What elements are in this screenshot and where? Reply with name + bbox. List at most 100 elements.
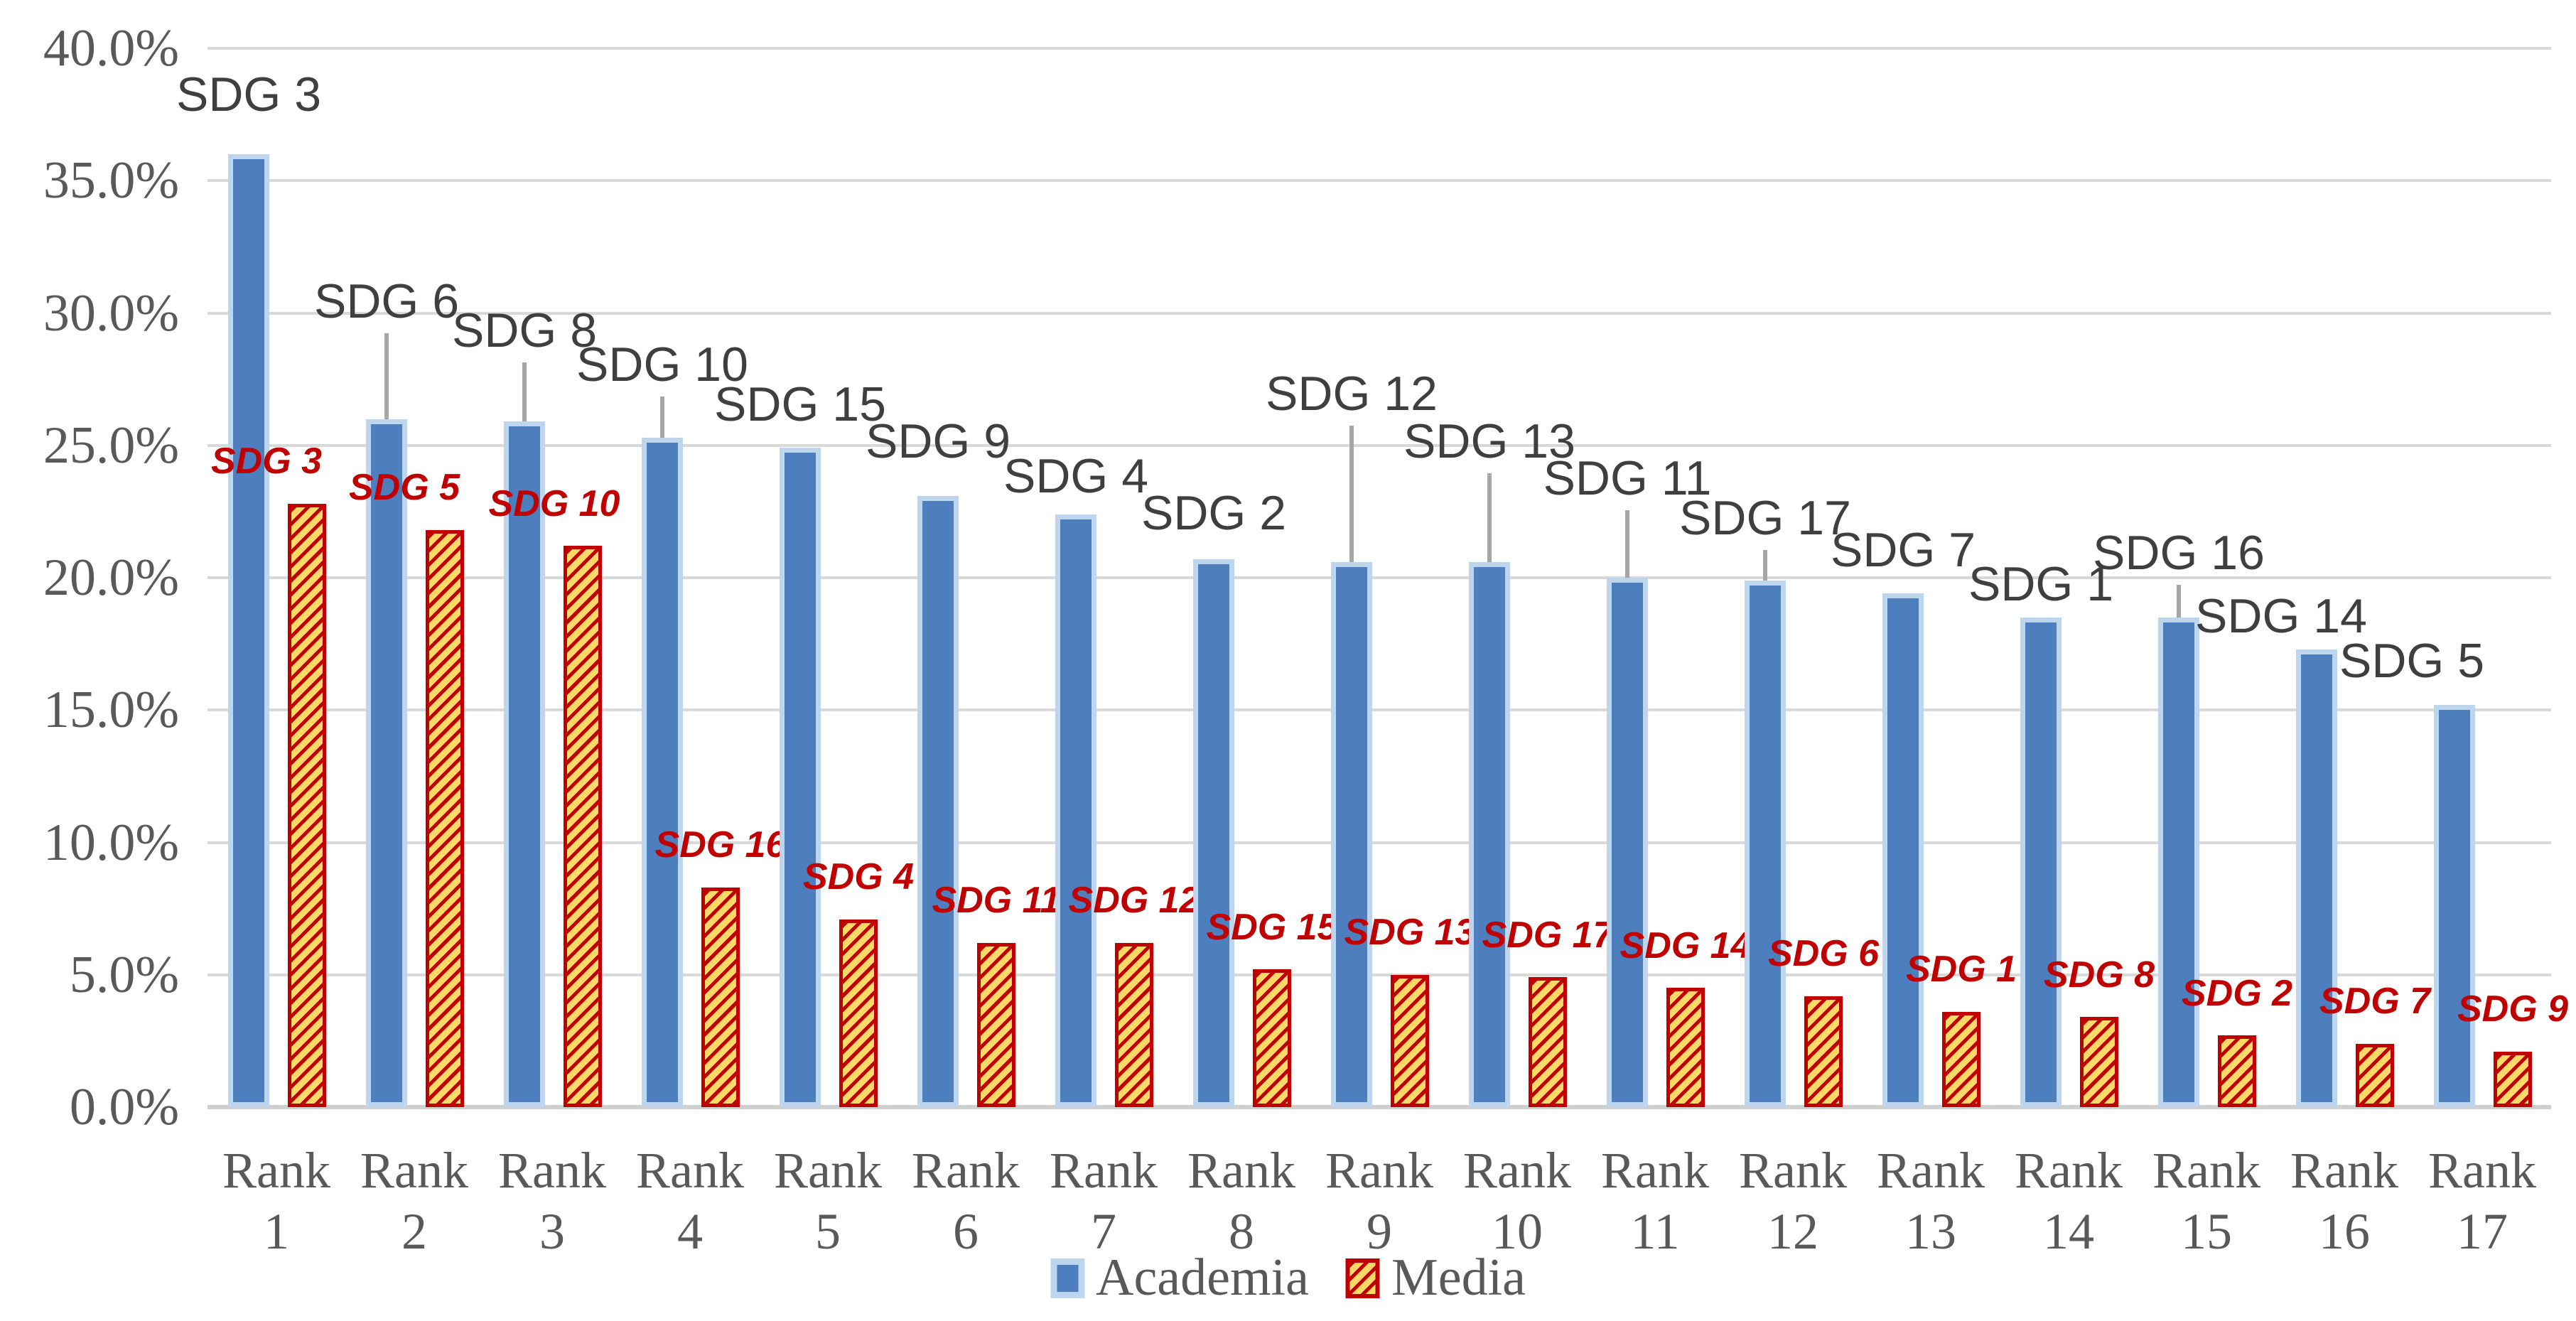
media-bar-label: SDG 15	[1206, 906, 1338, 948]
media-bar-label: SDG 4	[802, 856, 915, 897]
x-tick-word: Rank	[2428, 1142, 2536, 1199]
x-tick-word: Rank	[636, 1142, 744, 1199]
academia-bar-label: SDG 14	[2195, 589, 2367, 644]
gridline	[208, 179, 2551, 183]
x-tick-label: Rank 11	[1586, 1140, 1724, 1262]
academia-bar-label: SDG 11	[1543, 451, 1712, 506]
x-tick-number: 8	[1229, 1203, 1254, 1260]
x-tick-label: Rank 9	[1310, 1140, 1448, 1262]
x-tick-word: Rank	[1463, 1142, 1571, 1199]
x-tick-word: Rank	[1739, 1142, 1847, 1199]
media-bar-label: SDG 6	[1767, 932, 1880, 974]
academia-bar-label: SDG 3	[176, 68, 322, 122]
media-bar	[2218, 1035, 2256, 1107]
x-tick-word: Rank	[2015, 1142, 2123, 1199]
media-bar-label: SDG 8	[2043, 954, 2155, 996]
x-tick-label: Rank 10	[1448, 1140, 1586, 1262]
legend-label-media: Media	[1391, 1249, 1526, 1307]
x-tick-number: 15	[2181, 1203, 2232, 1260]
x-tick-word: Rank	[1877, 1142, 1985, 1199]
academia-bar	[2020, 617, 2062, 1107]
academia-bar	[366, 419, 407, 1107]
x-tick-word: Rank	[1050, 1142, 1158, 1199]
gridline	[208, 47, 2551, 50]
academia-bar	[2434, 704, 2475, 1107]
academia-bar-label: SDG 5	[2339, 634, 2485, 689]
academia-bar	[1331, 561, 1372, 1107]
academia-bar-label: SDG 12	[1266, 367, 1438, 421]
academia-bar	[228, 154, 269, 1107]
x-tick-word: Rank	[222, 1142, 330, 1199]
y-tick-label: 10.0%	[43, 813, 179, 872]
media-bar-label: SDG 2	[2181, 972, 2293, 1014]
academia-bar	[2296, 649, 2337, 1107]
label-leader-line	[522, 362, 527, 422]
x-tick-number: 11	[1630, 1203, 1680, 1260]
gridline	[208, 841, 2551, 844]
y-tick-label: 35.0%	[43, 151, 179, 210]
academia-bar-label: SDG 8	[451, 303, 598, 357]
x-tick-number: 17	[2457, 1203, 2508, 1260]
label-leader-line	[660, 397, 664, 438]
x-tick-label: Rank 15	[2138, 1140, 2275, 1262]
academia-bar-label: SDG 6	[313, 274, 460, 328]
gridline	[208, 443, 2551, 447]
y-tick-label: 40.0%	[43, 19, 179, 77]
media-bar-label: SDG 7	[2319, 980, 2431, 1022]
media-bar-label: SDG 14	[1620, 924, 1752, 966]
academia-bar	[504, 421, 545, 1107]
media-bar-label: SDG 16	[654, 824, 787, 866]
media-bar-label: SDG 1	[1905, 949, 2017, 991]
x-tick-word: Rank	[1601, 1142, 1709, 1199]
academia-bar	[1882, 593, 1924, 1107]
media-bar	[839, 919, 878, 1107]
x-tick-label: Rank 4	[621, 1140, 759, 1262]
academia-bar-label: SDG 9	[865, 414, 1011, 469]
academia-bar-label: SDG 2	[1141, 485, 1287, 540]
x-tick-word: Rank	[2290, 1142, 2398, 1199]
media-bar	[1253, 969, 1291, 1107]
x-tick-label: Rank 1	[208, 1140, 345, 1262]
y-tick-label: 30.0%	[43, 284, 179, 343]
media-bar-label: SDG 17	[1482, 914, 1614, 956]
gridline	[208, 973, 2551, 976]
x-tick-number: 3	[539, 1203, 565, 1260]
legend-item-academia: Academia	[1050, 1248, 1309, 1308]
academia-bar-label: SDG 4	[1003, 448, 1149, 503]
x-tick-label: Rank 12	[1724, 1140, 1862, 1262]
media-bar-label: SDG 11	[932, 880, 1061, 922]
academia-bar-label: SDG 13	[1403, 414, 1575, 469]
x-tick-number: 6	[953, 1203, 979, 1260]
academia-bar-label: SDG 17	[1679, 491, 1851, 546]
x-tick-label: Rank 13	[1862, 1140, 2000, 1262]
media-bar	[564, 546, 602, 1107]
x-tick-number: 1	[264, 1203, 289, 1260]
x-tick-number: 13	[1905, 1203, 1956, 1260]
x-tick-word: Rank	[912, 1142, 1020, 1199]
x-tick-number: 14	[2043, 1203, 2094, 1260]
legend-item-media: Media	[1345, 1248, 1526, 1308]
academia-bar	[642, 437, 683, 1107]
media-bar	[2356, 1043, 2394, 1107]
media-bar	[1804, 996, 1843, 1107]
media-bar-label: SDG 13	[1344, 911, 1476, 953]
media-bar-label: SDG 3	[210, 440, 323, 482]
x-tick-number: 4	[677, 1203, 703, 1260]
x-tick-number: 12	[1767, 1203, 1818, 1260]
x-tick-number: 9	[1367, 1203, 1392, 1260]
academia-bar	[780, 448, 821, 1107]
x-tick-label: Rank 2	[345, 1140, 483, 1262]
label-leader-line	[1349, 426, 1354, 562]
label-leader-line	[1487, 473, 1492, 562]
y-tick-label: 0.0%	[69, 1078, 179, 1136]
legend-swatch-media-icon	[1345, 1258, 1380, 1298]
y-tick-label: 15.0%	[43, 681, 179, 740]
academia-bar	[2158, 617, 2199, 1107]
gridline	[208, 708, 2551, 712]
academia-bar	[1745, 580, 1786, 1107]
media-bar-label: SDG 5	[348, 467, 460, 509]
label-leader-line	[1625, 510, 1629, 578]
x-tick-word: Rank	[360, 1142, 468, 1199]
x-tick-label: Rank 5	[759, 1140, 897, 1262]
y-tick-label: 25.0%	[43, 416, 179, 475]
